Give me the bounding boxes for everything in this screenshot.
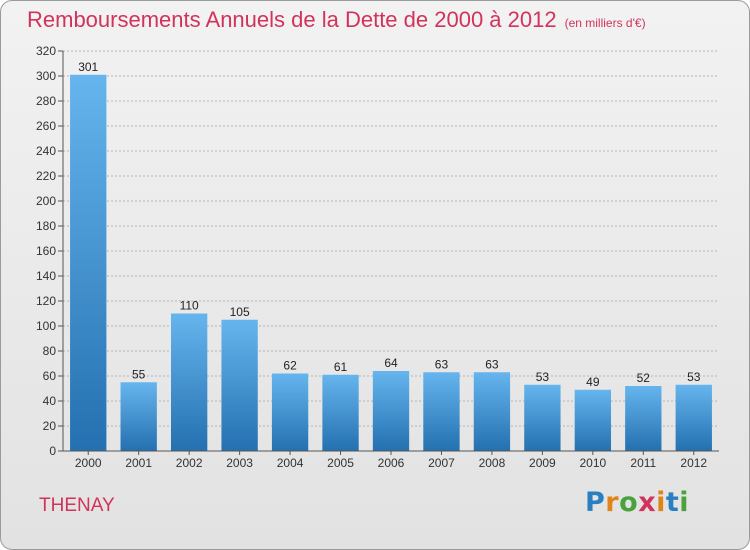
y-tick-label: 260: [36, 119, 56, 133]
value-label-2004: 62: [283, 359, 297, 373]
bar-2010: [574, 389, 612, 451]
bar-2008: [473, 372, 511, 451]
y-tick-label: 280: [36, 94, 56, 108]
x-tick-label-2000: 2000: [75, 456, 102, 470]
x-tick-label-2012: 2012: [680, 456, 707, 470]
x-tick-label-2011: 2011: [630, 456, 656, 470]
x-tick-label-2010: 2010: [579, 456, 606, 470]
y-tick-label: 80: [43, 344, 57, 358]
value-label-2002: 110: [180, 299, 199, 313]
y-tick-label: 60: [43, 369, 57, 383]
y-tick-label: 0: [49, 444, 56, 458]
proxiti-logo: Proxiti: [585, 487, 689, 518]
y-tick-label: 100: [36, 319, 56, 333]
y-tick-label: 20: [43, 419, 57, 433]
y-tick-label: 220: [36, 169, 56, 183]
logo-letter: i: [656, 487, 666, 518]
logo-letter: r: [605, 487, 620, 518]
value-label-2012: 53: [687, 370, 701, 384]
bar-2007: [423, 372, 460, 451]
y-tick-label: 200: [36, 194, 56, 208]
unit-label: (en milliers d'€): [564, 16, 646, 30]
bar-2004: [271, 373, 309, 451]
y-tick-label: 140: [36, 269, 56, 283]
y-tick-label: 180: [36, 219, 56, 233]
y-tick-label: 40: [43, 394, 57, 408]
value-label-2008: 63: [485, 357, 499, 371]
logo-letter: x: [638, 487, 657, 518]
axes: 0 20 40 60 80 100 120 140 160 180 200 220 240 260 280 3…: [36, 44, 719, 470]
x-tick-label-2003: 2003: [226, 456, 253, 470]
x-tick-label-2002: 2002: [176, 456, 203, 470]
x-tick-label-2009: 2009: [529, 456, 556, 470]
bars: 301 55 110 105 62 61 64 63 63 53 49 52 53: [70, 60, 712, 451]
y-tick-label: 240: [36, 144, 56, 158]
title-text: Remboursements Annuels de la Dette de 20…: [27, 7, 557, 32]
bar-2005: [322, 374, 359, 451]
value-label-2000: 301: [78, 60, 98, 74]
bar-2003: [221, 319, 258, 451]
y-tick-label: 120: [36, 294, 56, 308]
logo-letter: i: [679, 487, 690, 518]
x-tick-label-2001: 2001: [125, 456, 152, 470]
value-label-2001: 55: [132, 367, 146, 381]
value-label-2006: 64: [384, 356, 398, 370]
value-label-2010: 49: [586, 375, 600, 389]
chart-title: Remboursements Annuels de la Dette de 20…: [27, 7, 646, 33]
logo-letter: P: [585, 487, 606, 518]
y-tick-label: 320: [36, 44, 56, 58]
bar-2000: [70, 74, 107, 451]
x-tick-label-2008: 2008: [479, 456, 506, 470]
bar-2009: [524, 384, 561, 451]
commune-name: THENAY: [39, 495, 115, 516]
value-label-2005: 61: [334, 360, 348, 374]
x-tick-label-2006: 2006: [378, 456, 405, 470]
bar-2012: [675, 384, 712, 451]
bar-2006: [372, 371, 410, 451]
y-tick-label: 160: [36, 244, 56, 258]
bar-2001: [120, 382, 157, 451]
logo-letter: t: [665, 487, 680, 518]
x-tick-label-2004: 2004: [277, 456, 304, 470]
x-tick-label-2005: 2005: [327, 456, 354, 470]
value-label-2011: 52: [637, 371, 651, 385]
logo-letter: o: [619, 487, 639, 518]
x-tick-label-2007: 2007: [428, 456, 455, 470]
bar-2002: [170, 313, 208, 451]
y-tick-label: 300: [36, 69, 56, 83]
bar-2011: [625, 386, 662, 451]
value-label-2009: 53: [536, 370, 550, 384]
value-label-2003: 105: [230, 305, 250, 319]
value-label-2007: 63: [435, 357, 449, 371]
